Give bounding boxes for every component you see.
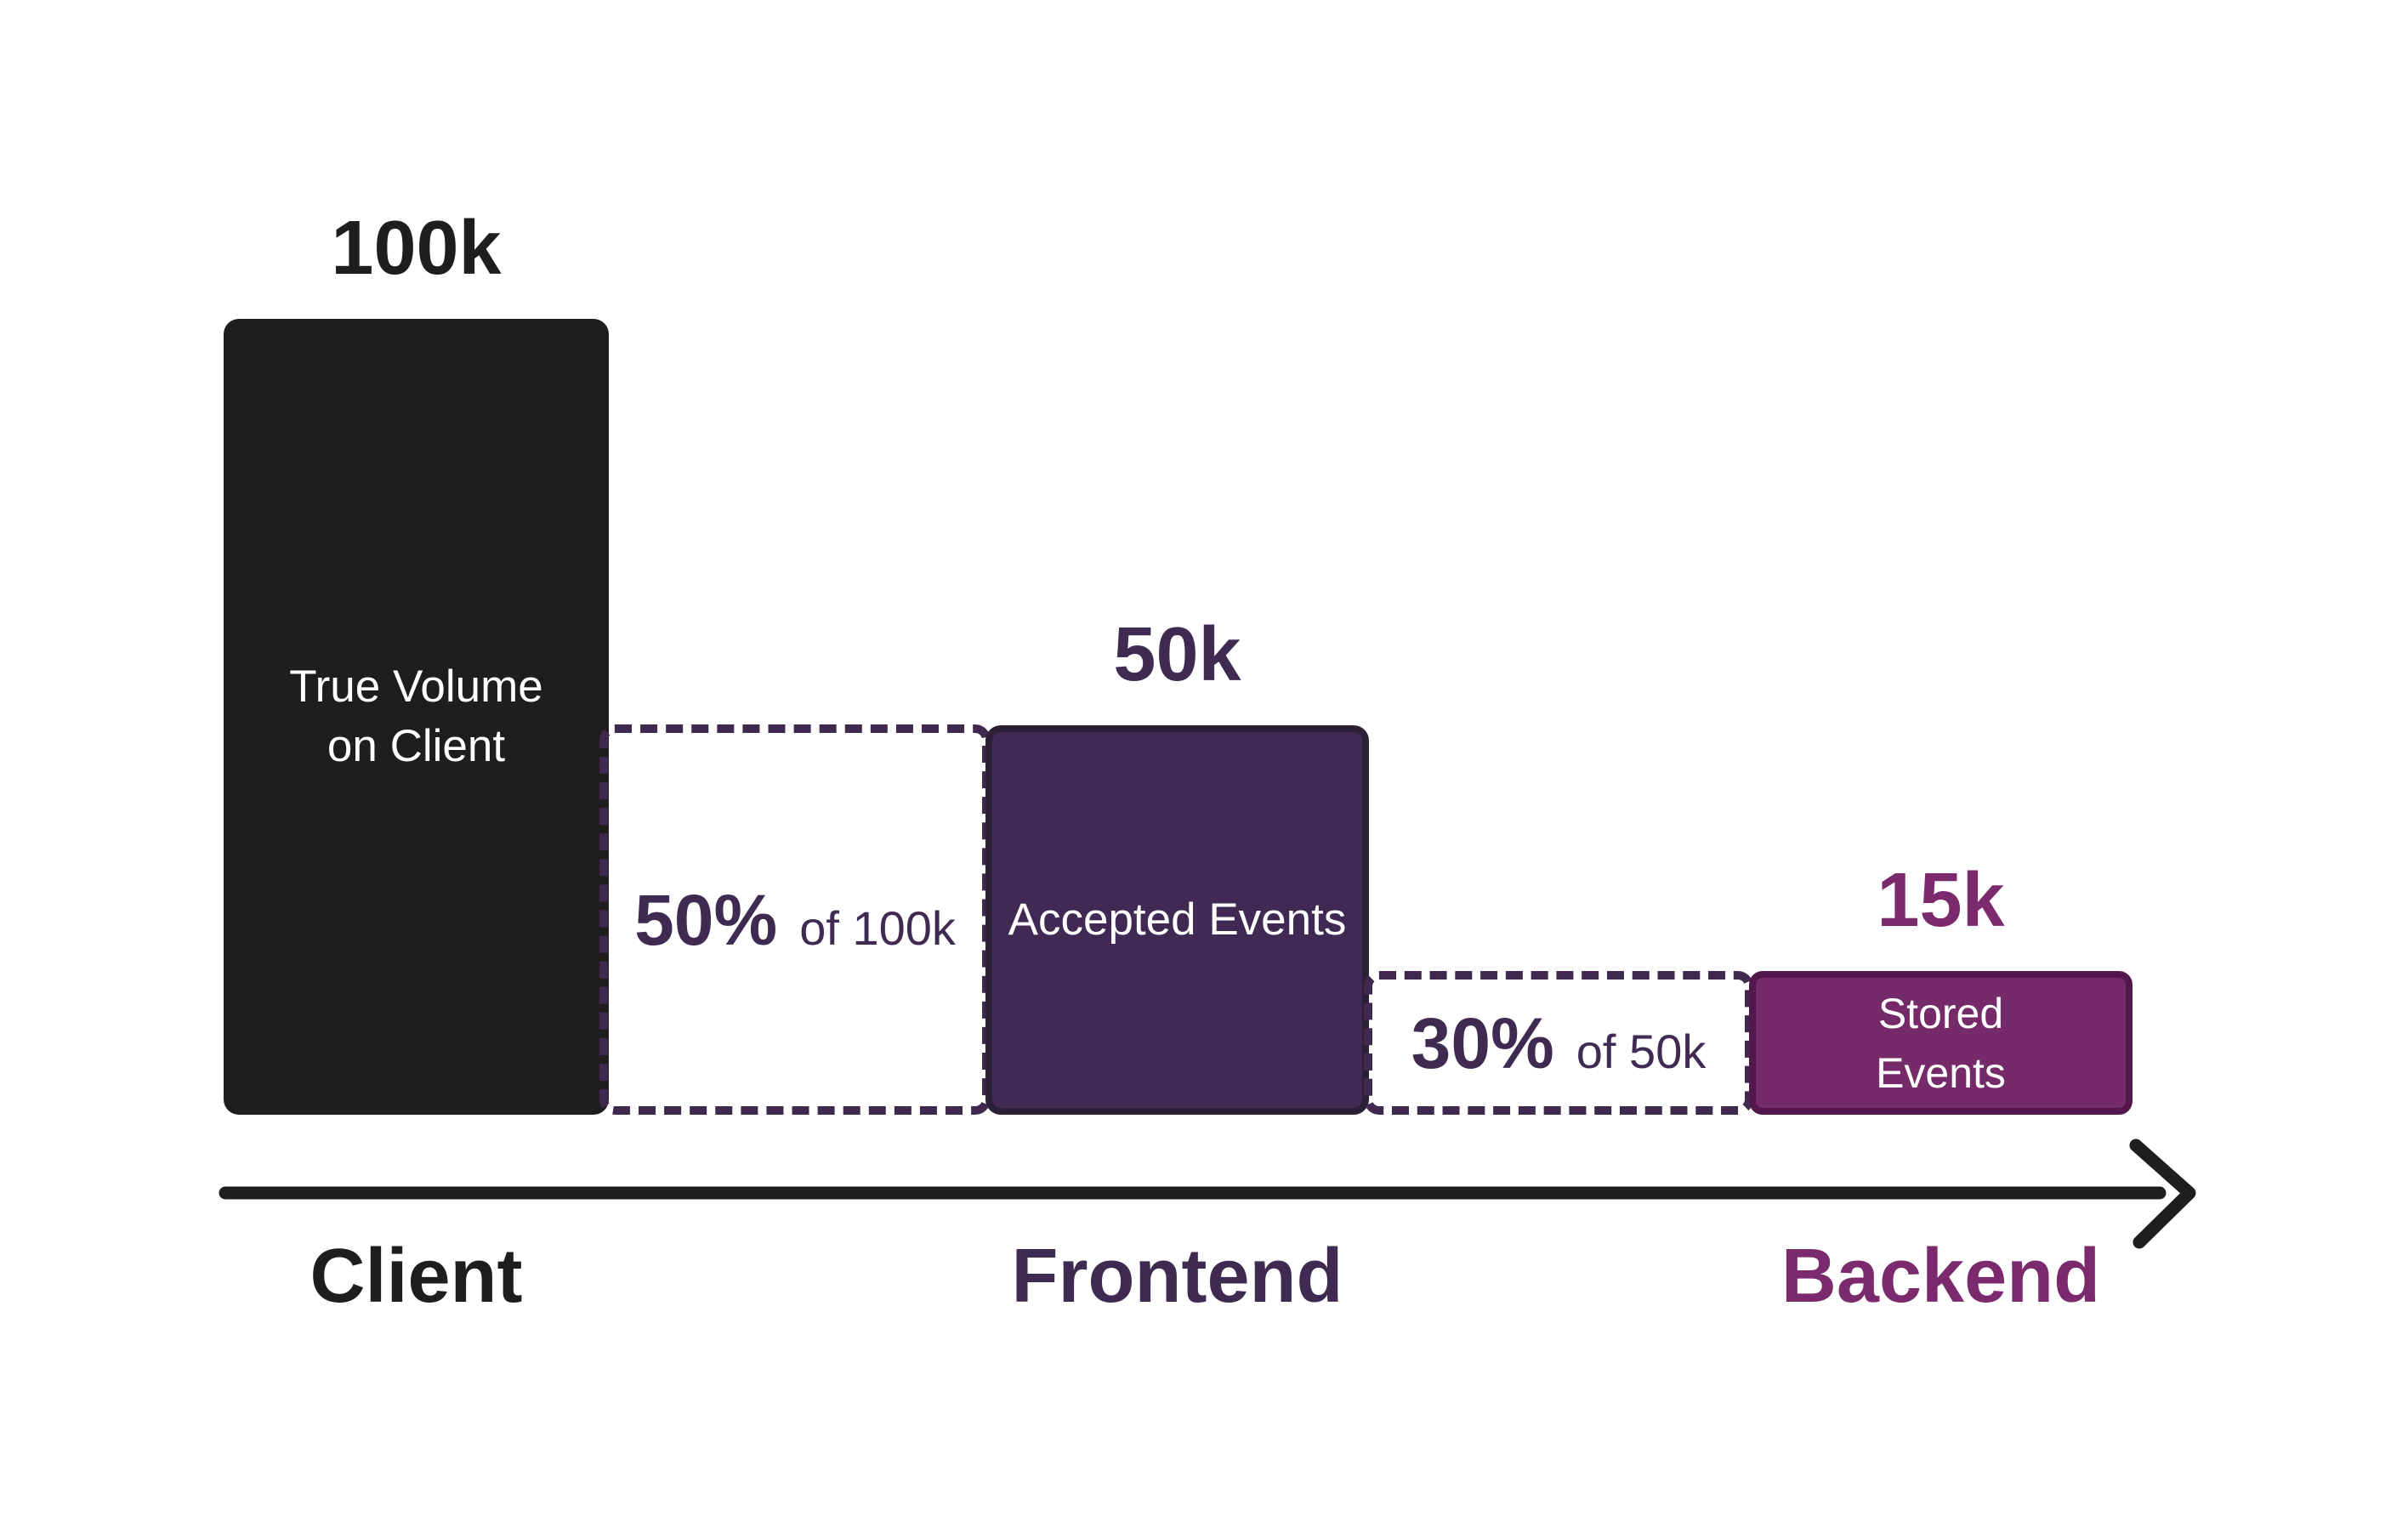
backend-dropoff-box: 30% of 50k <box>1364 971 1753 1115</box>
backend-bar: Stored Events <box>1749 971 2133 1115</box>
axis-label-client: Client <box>310 1234 523 1319</box>
frontend-bar: Accepted Events <box>985 725 1369 1115</box>
client-value-label: 100k <box>331 206 502 291</box>
frontend-value-label: 50k <box>1113 612 1241 697</box>
backend-value-label: 15k <box>1877 858 2005 943</box>
backend-dropoff-percent: 30% <box>1411 1002 1554 1083</box>
backend-dropoff-basis: of 50k <box>1576 1024 1707 1078</box>
frontend-bar-label: Accepted Events <box>1008 894 1347 945</box>
frontend-dropoff-basis: of 100k <box>799 900 956 955</box>
axis-label-backend: Backend <box>1780 1234 2101 1319</box>
axis-label-frontend: Frontend <box>1011 1234 1343 1319</box>
arrowhead-icon <box>2129 1139 2196 1249</box>
backend-bar-label: Stored Events <box>1876 989 2006 1097</box>
client-bar-label: True Volume on Client <box>289 661 543 771</box>
frontend-dropoff-text: 50% of 100k <box>634 884 956 956</box>
client-bar: True Volume on Client <box>224 319 609 1115</box>
frontend-dropoff-box: 50% of 100k <box>599 724 991 1115</box>
backend-dropoff-text: 30% of 50k <box>1411 1008 1707 1079</box>
frontend-dropoff-percent: 50% <box>634 879 778 960</box>
